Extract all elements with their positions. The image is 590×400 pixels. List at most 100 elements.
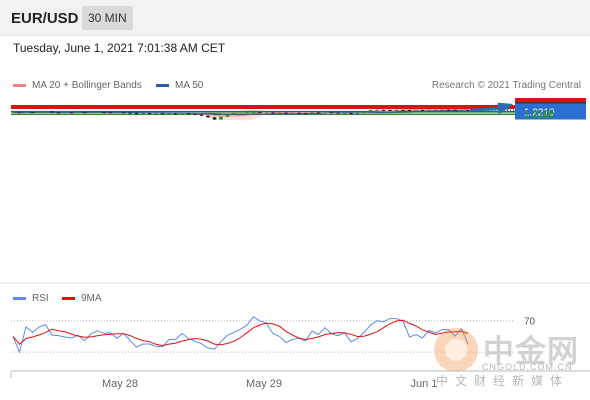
candle-body xyxy=(76,112,80,113)
9ma-swatch xyxy=(62,297,75,300)
candle-body xyxy=(167,113,171,115)
legend-9ma-label: 9MA xyxy=(81,293,102,304)
candle-body xyxy=(440,109,444,111)
candle-body xyxy=(466,109,470,111)
candle-body xyxy=(134,113,139,114)
credit-text: Research © 2021 Trading Central xyxy=(431,80,581,91)
timestamp: Tuesday, June 1, 2021 7:01:38 AM CET xyxy=(13,41,226,55)
candle-body xyxy=(69,112,74,114)
candle-body xyxy=(277,112,282,114)
legend-rsi-label: RSI xyxy=(32,293,49,304)
candle-body xyxy=(362,111,366,114)
ma50-line xyxy=(12,109,469,115)
candle-body xyxy=(30,112,35,114)
rsi-line xyxy=(12,316,469,354)
candle-body xyxy=(271,112,275,114)
candle-body xyxy=(394,109,399,111)
candle-body xyxy=(225,114,230,117)
candle-body xyxy=(329,112,334,114)
candle-body xyxy=(310,112,314,114)
candle-body xyxy=(355,113,360,115)
rsi-9ma-line xyxy=(12,319,469,347)
candle-body xyxy=(160,113,165,115)
x-label-may28: May 28 xyxy=(102,378,138,390)
candle-body xyxy=(401,109,405,111)
watermark-url: CNGOLD.COM.CN xyxy=(482,362,573,372)
candle-body xyxy=(50,111,54,113)
candle-body xyxy=(180,113,184,114)
candle-body xyxy=(323,112,327,114)
interval-button[interactable]: 30 MIN xyxy=(82,6,133,30)
candle-body xyxy=(141,113,145,115)
candle-body xyxy=(342,113,347,114)
candle-body xyxy=(375,109,379,111)
candle-body xyxy=(219,116,223,120)
candle-body xyxy=(24,112,28,114)
candle-body xyxy=(82,112,87,113)
x-label-jun1: Jun 1 xyxy=(411,378,438,390)
candle-body xyxy=(264,112,269,114)
candle-body xyxy=(63,112,67,114)
legend-ma20-label: MA 20 + Bollinger Bands xyxy=(32,80,142,91)
candle-body xyxy=(232,113,236,115)
legend-ma50-label: MA 50 xyxy=(175,80,204,91)
ma20-swatch xyxy=(13,84,26,87)
candle-body xyxy=(290,112,295,114)
candle-body xyxy=(446,109,451,111)
candle-body xyxy=(95,112,100,114)
candle-body xyxy=(199,114,204,116)
candle-body xyxy=(147,113,152,115)
watermark-logo-inner xyxy=(445,339,467,361)
rsi-swatch xyxy=(13,297,26,300)
level-label-1.2210: 1.2210 xyxy=(524,108,555,119)
candle-body xyxy=(381,109,386,111)
watermark-brand: 中金网 xyxy=(483,334,579,370)
candle-body xyxy=(193,114,197,115)
level-tag-1.2210 xyxy=(515,103,586,120)
candle-body xyxy=(407,110,412,111)
candle-body xyxy=(388,110,392,111)
candle-body xyxy=(316,112,321,114)
candle-body xyxy=(453,109,457,111)
legend-ma20: MA 20 + Bollinger Bands xyxy=(13,80,142,91)
forecast-arrow-head xyxy=(497,102,513,115)
ma50-swatch xyxy=(156,84,169,87)
candle-body xyxy=(420,109,425,111)
candle-body xyxy=(238,112,243,114)
candle-body xyxy=(89,112,93,114)
rsi-panel: 70 xyxy=(11,316,536,372)
candle-body xyxy=(427,109,431,111)
candle-body xyxy=(336,112,340,114)
candle-body xyxy=(368,110,373,112)
candle-body xyxy=(37,111,41,113)
candle-body xyxy=(11,112,15,114)
rsi-tick-70: 70 xyxy=(524,317,536,328)
candle-body xyxy=(154,113,158,115)
level-label-1.2180: 1.2180 xyxy=(524,111,555,122)
candle-body xyxy=(251,112,256,114)
candle-body xyxy=(297,112,301,114)
candle-body xyxy=(212,117,217,120)
candle-body xyxy=(206,115,210,118)
symbol-title: EUR/USD xyxy=(11,10,79,27)
candle-body xyxy=(459,109,464,111)
header-bar: EUR/USD 30 MIN xyxy=(0,0,590,36)
candle-body xyxy=(303,113,308,115)
level-label-1.2195: 1.2195 xyxy=(524,109,555,120)
candle-body xyxy=(108,112,113,114)
candle-body xyxy=(186,113,191,114)
candle-body xyxy=(414,109,418,111)
candle-body xyxy=(173,113,178,115)
legend-ma50: MA 50 xyxy=(156,80,203,91)
candle-body xyxy=(349,113,353,114)
candle-body xyxy=(115,112,119,114)
candle-body xyxy=(245,112,249,114)
candle-body xyxy=(128,112,132,114)
candle-body xyxy=(43,111,48,113)
candle-body xyxy=(258,112,262,114)
candle-body xyxy=(56,112,61,114)
watermark-subtitle: 中文财经新媒体 xyxy=(436,374,570,388)
legend-9ma: 9MA xyxy=(62,293,102,304)
